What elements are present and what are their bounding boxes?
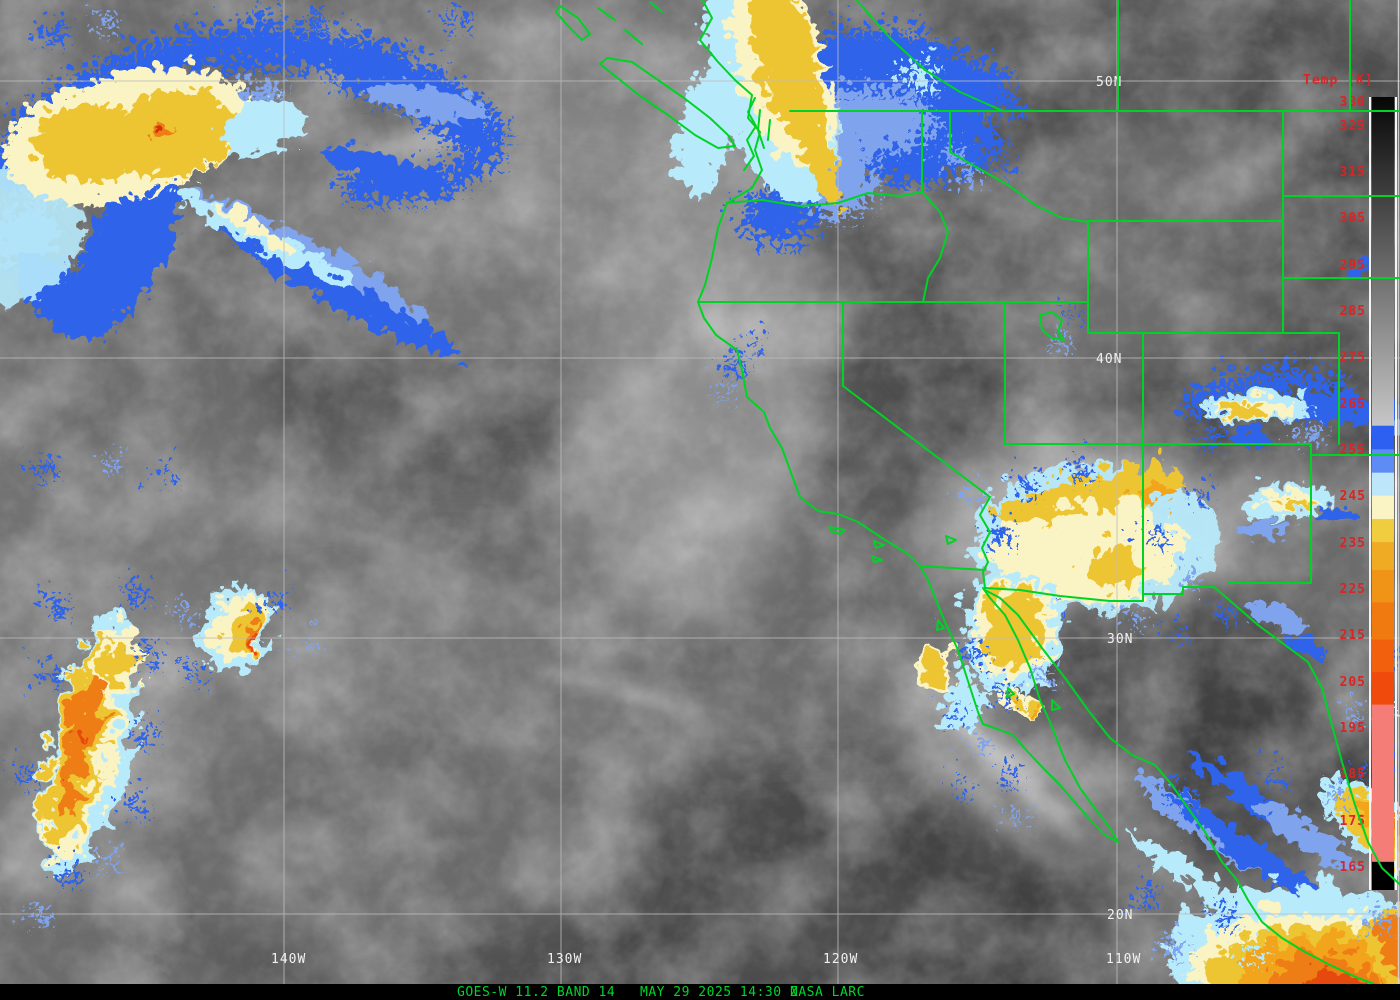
tick-225: 225 (1340, 582, 1366, 597)
border-bc-ab (855, 0, 1004, 112)
longitude-labels: 140W 130W 120W 110W (271, 952, 1141, 967)
tick-245: 245 (1340, 489, 1366, 504)
border-us-mexico (919, 565, 1215, 602)
caption-datetime: MAY 29 2025 14:30 Z (640, 985, 798, 1000)
latitude-labels: 50N 40N 30N 20N (1096, 75, 1133, 923)
border-id-mt (949, 110, 1089, 223)
temperature-colorbar: Temp [K] 330 325 315 305 295 285 275 265… (1303, 73, 1397, 890)
lon-label-140w: 140W (271, 952, 306, 967)
tick-215: 215 (1340, 628, 1366, 643)
lat-label-40n: 40N (1096, 352, 1122, 367)
coastline-mexico-mainland (984, 589, 1400, 993)
border-colorado-river (979, 496, 991, 589)
border-rio-grande (1213, 586, 1400, 886)
colorbar-title: Temp [K] (1303, 73, 1374, 88)
tick-265: 265 (1340, 397, 1366, 412)
tick-315: 315 (1340, 165, 1366, 180)
lat-label-50n: 50N (1096, 75, 1122, 90)
caption-bar: GOES-W 11.2 BAND 14 MAY 29 2025 14:30 Z … (0, 984, 1400, 1000)
lat-label-20n: 20N (1107, 908, 1133, 923)
lon-label-120w: 120W (823, 952, 858, 967)
tick-165: 165 (1340, 860, 1366, 875)
cloud-system-sonora-baja (903, 567, 1053, 806)
lon-label-130w: 130W (547, 952, 582, 967)
cloud-system-tropical-band-west (2, 441, 301, 908)
baja-islands (936, 619, 1061, 711)
puget-sound (743, 97, 771, 171)
great-salt-lake (1039, 311, 1065, 341)
border-or-id (921, 191, 949, 303)
border-ca-nv (842, 301, 991, 498)
cloud-system-gulf-of-alaska-low (0, 12, 492, 355)
caption-product: GOES-W 11.2 BAND 14 (457, 985, 615, 1000)
coastline-west (697, 0, 921, 567)
tick-330: 330 (1340, 95, 1366, 110)
coastline-baja (919, 565, 1119, 843)
tick-195: 195 (1340, 721, 1366, 736)
lon-label-110w: 110W (1106, 952, 1141, 967)
lat-label-30n: 30N (1107, 632, 1133, 647)
tick-205: 205 (1340, 675, 1366, 690)
caption-credit: NASA LARC (790, 985, 865, 1000)
tick-295: 295 (1340, 258, 1366, 273)
tick-285: 285 (1340, 304, 1366, 319)
tick-305: 305 (1340, 211, 1366, 226)
map-boundaries (555, 0, 1400, 993)
tick-325: 325 (1340, 119, 1366, 134)
bc-islands (555, 1, 663, 45)
tick-235: 235 (1340, 536, 1366, 551)
vancouver-island (599, 57, 736, 149)
cloud-system-arizona-new-mexico (953, 422, 1350, 651)
tick-275: 275 (1340, 350, 1366, 365)
cloud-system-colorado (1169, 254, 1400, 430)
channel-islands (829, 526, 957, 563)
colorbar-gradient (1372, 97, 1394, 890)
border-wyoming (1087, 110, 1284, 334)
border-wa-or (726, 191, 923, 207)
